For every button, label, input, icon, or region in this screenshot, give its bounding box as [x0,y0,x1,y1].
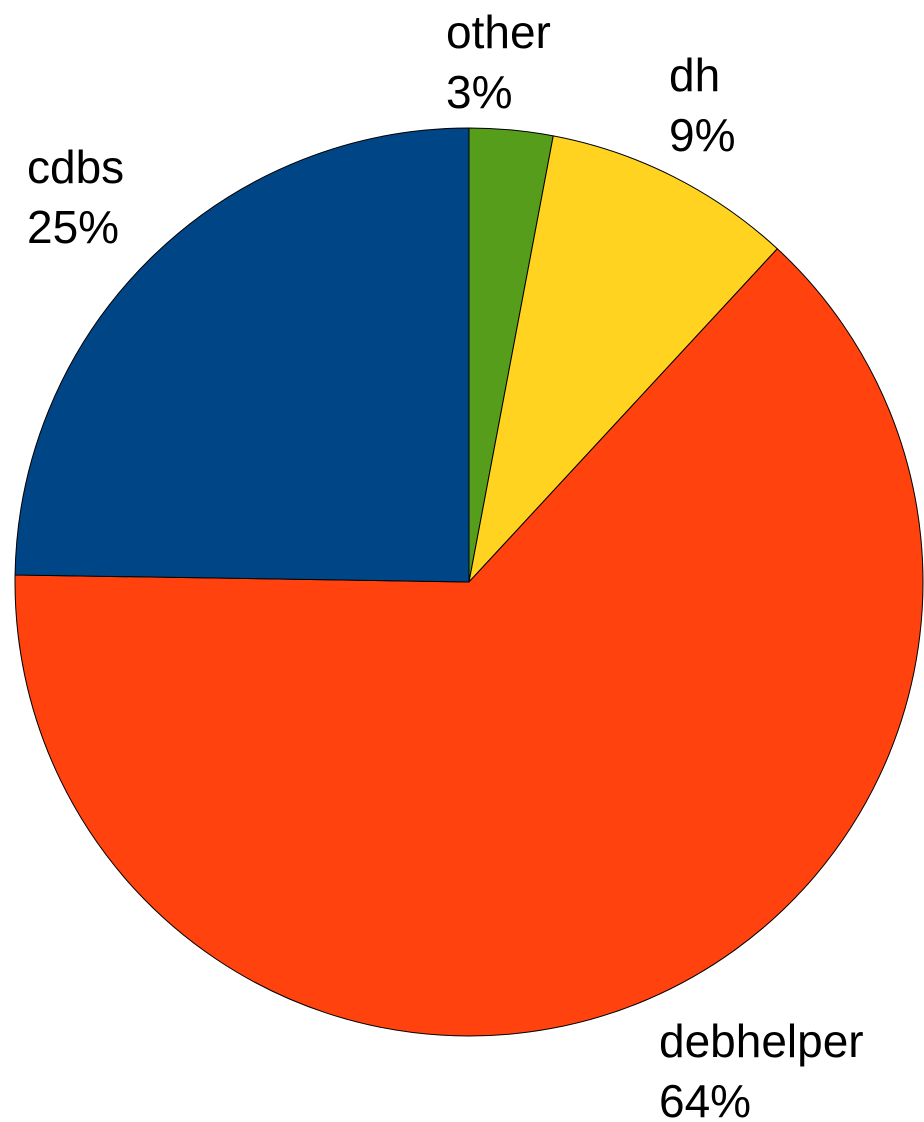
label-dh-value: 9% [669,109,735,161]
label-cdbs: cdbs 25% [27,141,124,253]
slice-cdbs [14,127,470,583]
label-debhelper-value: 64% [659,1075,751,1122]
slice-debhelper [14,248,924,1037]
label-other-value: 3% [446,66,512,118]
label-dh: dh 9% [669,49,735,161]
label-debhelper-name: debhelper [659,1015,864,1067]
label-other: other 3% [446,6,551,118]
label-dh-name: dh [669,49,720,101]
pie-slices [14,127,924,1037]
slice-dh [468,135,779,584]
label-cdbs-value: 25% [27,201,119,253]
label-other-name: other [446,6,551,58]
label-cdbs-name: cdbs [27,141,124,193]
label-debhelper: debhelper 64% [659,1015,864,1122]
